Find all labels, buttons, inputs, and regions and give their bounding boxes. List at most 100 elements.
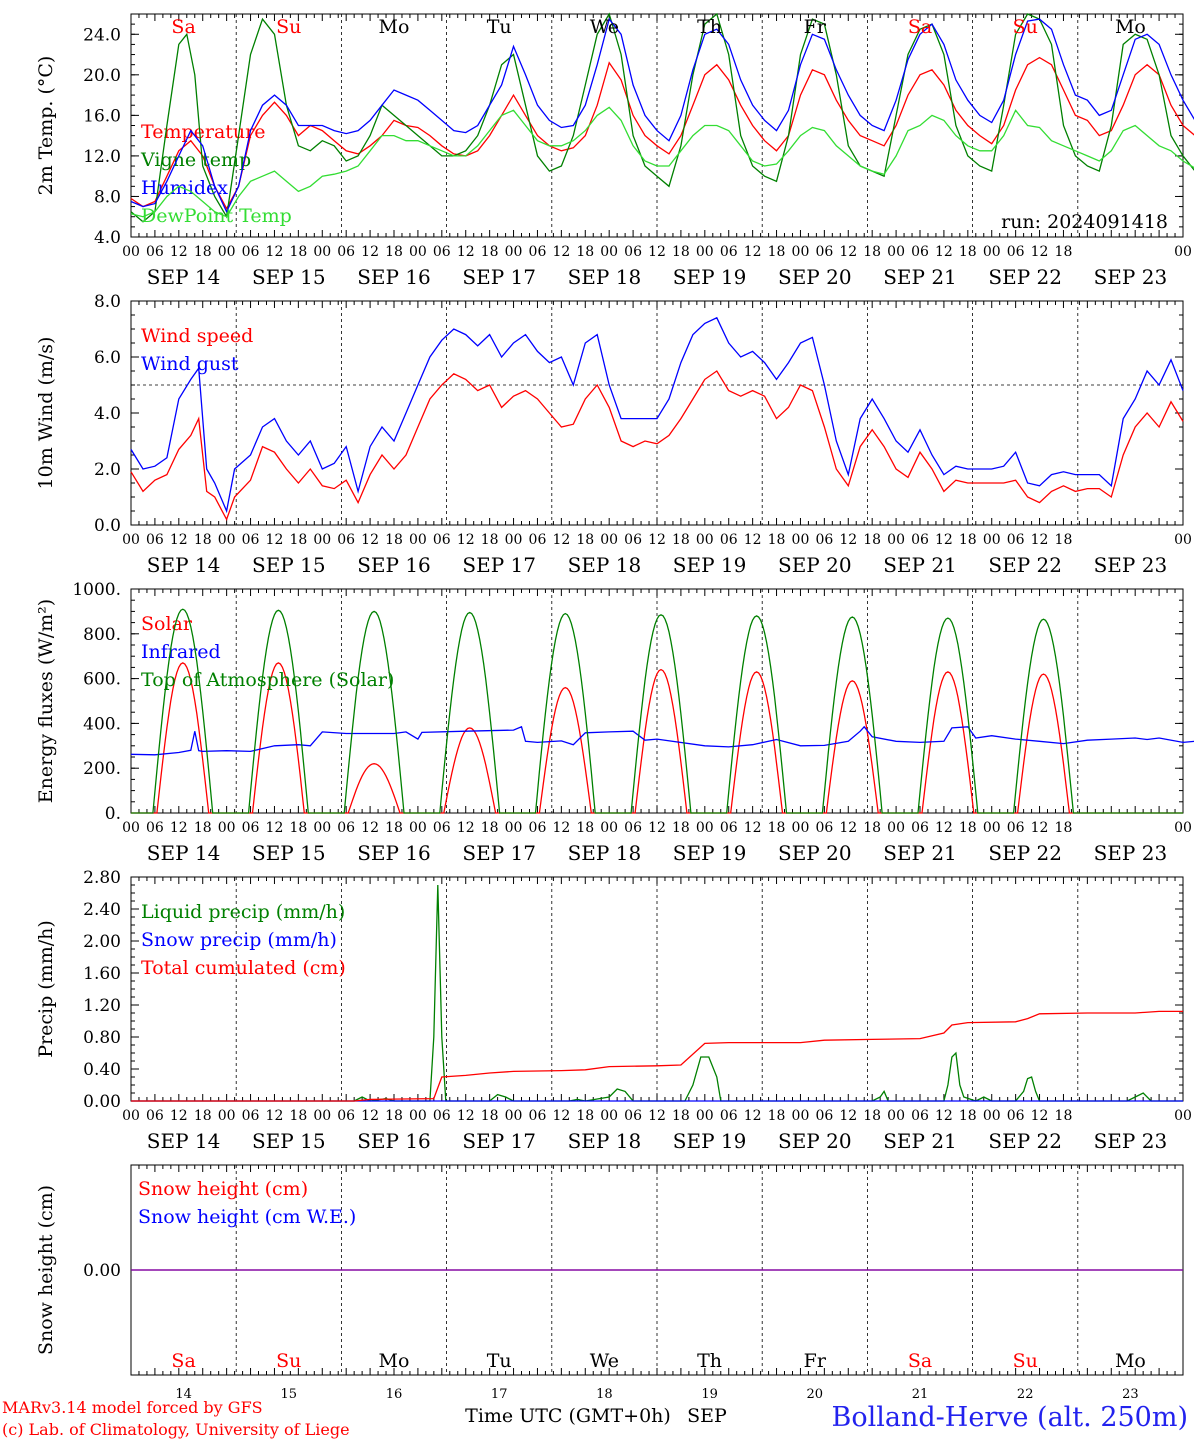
x-hour-label: 06 [720, 244, 738, 260]
y-tick-label: 0.0 [94, 516, 121, 536]
series-line-1-2 [130, 12, 1194, 223]
series-line-3-3 [131, 608, 1183, 814]
x-date-label: SEP 20 [778, 265, 852, 289]
y-tick-label: 200. [83, 759, 121, 779]
weekday-label: Mo [379, 16, 410, 38]
x-date-label: SEP 17 [462, 841, 536, 865]
x-date-label: SEP 17 [462, 1129, 536, 1153]
x-hour-label: 18 [194, 820, 212, 836]
x-hour-label: 06 [433, 532, 451, 548]
x-hour-label: 00 [983, 244, 1001, 260]
bottom-day-number: 16 [386, 1387, 403, 1402]
y-tick-label: 1000. [72, 580, 121, 600]
weekday-label: Su [276, 1350, 301, 1372]
panel-1: 4.0 8.0 12.0 16.0 20.0 24.0 2m Temp. (°C) Tempe… [35, 12, 1194, 289]
series-line-1-4 [130, 106, 1194, 218]
x-hour-label: 00 [696, 820, 714, 836]
weekday-label: Sa [171, 16, 195, 38]
x-hour-label: 06 [624, 532, 642, 548]
x-hour-label: 06 [242, 244, 260, 260]
x-hour-label: 18 [481, 1108, 499, 1124]
x-hour-label: 00 [600, 820, 618, 836]
x-hour-label: 00 [983, 820, 1001, 836]
x-date-label: SEP 21 [883, 841, 957, 865]
x-hour-label: 12 [648, 244, 666, 260]
weekday-label: We [590, 16, 619, 38]
x-date-label: SEP 20 [778, 1129, 852, 1153]
series-line-1-1 [130, 56, 1194, 210]
x-hour-label: 18 [576, 1108, 594, 1124]
legend-entry: DewPoint Temp [141, 205, 292, 227]
x-date-label: SEP 17 [462, 265, 536, 289]
x-hour-label: 06 [720, 820, 738, 836]
x-hour-label: 12 [648, 532, 666, 548]
weekday-label: Th [697, 16, 722, 38]
legend-entry: Wind speed [141, 325, 253, 347]
x-hour-label: 00 [409, 532, 427, 548]
bottom-axis-month: SEP [687, 1405, 727, 1427]
x-hour-label: 12 [170, 820, 188, 836]
bottom-day-number: 21 [912, 1387, 929, 1402]
x-hour-label: 12 [935, 244, 953, 260]
x-hour-label: 06 [911, 244, 929, 260]
y-tick-label: 1.60 [83, 964, 121, 984]
x-hour-label: 00 [313, 244, 331, 260]
x-date-label: SEP 16 [357, 265, 431, 289]
bottom-day-number: 20 [807, 1387, 824, 1402]
x-hour-label: 18 [768, 532, 786, 548]
x-hour-label: 18 [768, 1108, 786, 1124]
x-hour-label: 18 [194, 1108, 212, 1124]
x-date-label: SEP 23 [1094, 265, 1168, 289]
x-hour-label: 12 [361, 244, 379, 260]
x-hour-label: 00 [983, 532, 1001, 548]
x-hour-label: 18 [194, 244, 212, 260]
x-hour-label: 00 [600, 1108, 618, 1124]
x-date-label: SEP 22 [988, 553, 1062, 577]
x-hour-label: 12 [457, 1108, 475, 1124]
x-hour-label: 00 [122, 1108, 140, 1124]
bottom-axis-title: Time UTC (GMT+0h) [465, 1405, 671, 1427]
x-hour-label: 06 [433, 820, 451, 836]
x-hour-label: 06 [720, 532, 738, 548]
y-tick-label: 0.80 [83, 1028, 121, 1048]
x-date-label: SEP 14 [147, 265, 221, 289]
x-date-label: SEP 15 [252, 841, 326, 865]
x-hour-label: 06 [529, 1108, 547, 1124]
y-tick-label: 1.20 [83, 996, 121, 1016]
x-hour-label: 06 [624, 244, 642, 260]
y-tick-label: 8.0 [94, 292, 121, 312]
bottom-day-number: 17 [491, 1387, 508, 1402]
x-hour-label: 00 [696, 1108, 714, 1124]
x-date-label: SEP 14 [147, 1129, 221, 1153]
x-hour-label: 00 [313, 532, 331, 548]
x-date-label: SEP 19 [673, 553, 747, 577]
x-hour-label: 18 [672, 820, 690, 836]
x-hour-label: 06 [242, 532, 260, 548]
x-hour-label: 12 [1031, 1108, 1049, 1124]
x-hour-label: 06 [815, 244, 833, 260]
x-hour-label: 18 [385, 820, 403, 836]
x-date-label: SEP 22 [988, 841, 1062, 865]
x-hour-label: 18 [959, 820, 977, 836]
x-hour-label: 06 [624, 820, 642, 836]
y-axis-title: 2m Temp. (°C) [35, 56, 57, 196]
x-hour-label: 00 [887, 1108, 905, 1124]
x-hour-label: 00 [505, 1108, 523, 1124]
x-hour-label: 00 [887, 244, 905, 260]
weekday-label: Mo [1115, 16, 1146, 38]
x-hour-label: 00 [983, 1108, 1001, 1124]
x-hour-label: 00 [792, 820, 810, 836]
y-axis-title: 10m Wind (m/s) [35, 337, 57, 490]
x-hour-label: 00 [505, 532, 523, 548]
x-hour-label: 18 [1055, 820, 1073, 836]
x-hour-label: 06 [146, 820, 164, 836]
x-hour-label: 12 [648, 1108, 666, 1124]
x-hour-label: 06 [1007, 532, 1025, 548]
x-hour-label: 12 [744, 1108, 762, 1124]
x-hour-label: 00 [505, 820, 523, 836]
x-hour-label: 06 [529, 820, 547, 836]
x-hour-label: 12 [552, 820, 570, 836]
x-hour-label: 18 [385, 1108, 403, 1124]
weekday-label: Sa [908, 16, 932, 38]
x-hour-label: 18 [194, 532, 212, 548]
